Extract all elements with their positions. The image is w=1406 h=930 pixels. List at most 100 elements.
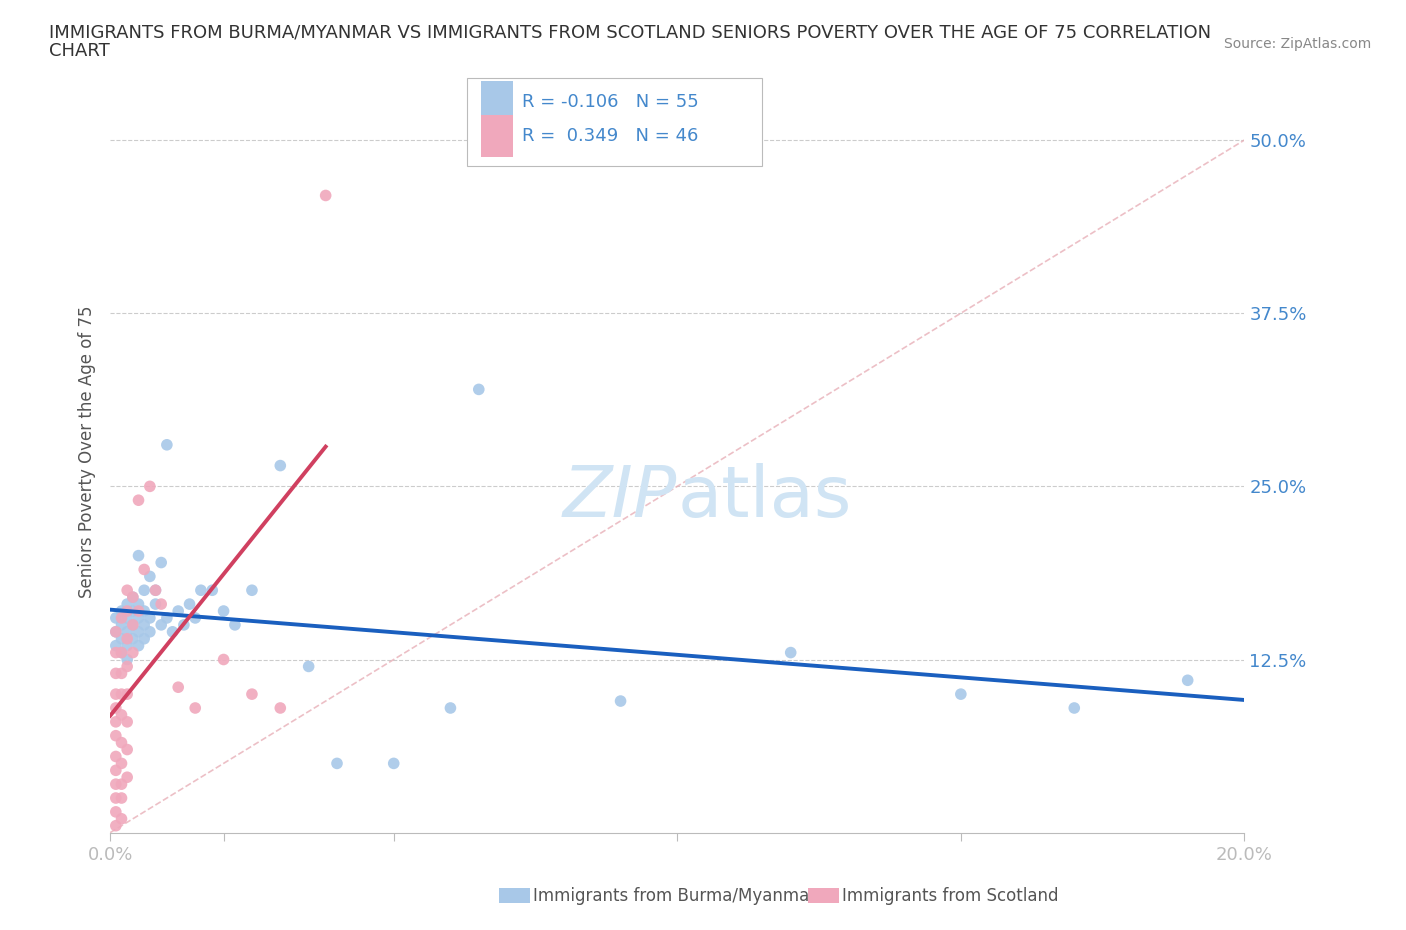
Point — [167, 680, 190, 695]
Point — [110, 604, 132, 618]
Point — [128, 610, 150, 625]
Point — [115, 604, 138, 618]
Bar — [481, 115, 513, 157]
Point — [110, 736, 132, 751]
Point — [104, 700, 127, 715]
Text: CHART: CHART — [49, 42, 110, 60]
Point — [115, 714, 138, 729]
Point — [134, 562, 156, 577]
Text: Immigrants from Scotland: Immigrants from Scotland — [842, 886, 1059, 905]
Point — [104, 624, 127, 639]
Point — [121, 631, 143, 646]
FancyBboxPatch shape — [467, 78, 762, 166]
Point — [121, 590, 143, 604]
Point — [128, 638, 150, 653]
Point — [110, 610, 132, 625]
Point — [121, 618, 143, 632]
Point — [110, 777, 132, 791]
Point — [121, 590, 143, 604]
Point — [128, 548, 150, 563]
Point — [326, 756, 349, 771]
Text: atlas: atlas — [678, 463, 852, 532]
Point — [104, 777, 127, 791]
Point — [104, 645, 127, 660]
Point — [110, 645, 132, 660]
Point — [115, 659, 138, 674]
Point — [104, 818, 127, 833]
Point — [104, 666, 127, 681]
Point — [949, 686, 972, 701]
Text: IMMIGRANTS FROM BURMA/MYANMAR VS IMMIGRANTS FROM SCOTLAND SENIORS POVERTY OVER T: IMMIGRANTS FROM BURMA/MYANMAR VS IMMIGRA… — [49, 23, 1212, 41]
Point — [115, 652, 138, 667]
Point — [121, 604, 143, 618]
Point — [139, 479, 162, 494]
Point — [201, 583, 224, 598]
Point — [115, 631, 138, 646]
Point — [134, 631, 156, 646]
Point — [184, 700, 207, 715]
Point — [115, 624, 138, 639]
Point — [190, 583, 212, 598]
Point — [1177, 672, 1199, 687]
Text: R = -0.106   N = 55: R = -0.106 N = 55 — [522, 93, 699, 111]
Point — [145, 597, 167, 612]
Point — [179, 597, 201, 612]
Point — [269, 458, 291, 473]
Point — [110, 645, 132, 660]
Point — [609, 694, 631, 709]
Point — [224, 618, 246, 632]
Point — [115, 770, 138, 785]
Point — [110, 790, 132, 805]
Point — [104, 728, 127, 743]
Point — [104, 804, 127, 819]
Point — [104, 790, 127, 805]
Point — [298, 659, 321, 674]
Point — [128, 597, 150, 612]
Point — [121, 618, 143, 632]
Point — [139, 610, 162, 625]
Text: Source: ZipAtlas.com: Source: ZipAtlas.com — [1223, 37, 1371, 51]
Point — [468, 382, 491, 397]
Point — [110, 631, 132, 646]
Point — [115, 597, 138, 612]
Point — [104, 714, 127, 729]
Point — [167, 604, 190, 618]
Point — [121, 645, 143, 660]
Point — [110, 618, 132, 632]
Point — [269, 700, 291, 715]
Point — [382, 756, 405, 771]
Point — [134, 604, 156, 618]
Point — [315, 188, 337, 203]
Point — [139, 569, 162, 584]
Point — [145, 583, 167, 598]
Point — [212, 604, 235, 618]
Point — [1063, 700, 1085, 715]
Point — [173, 618, 195, 632]
Point — [104, 686, 127, 701]
Point — [162, 624, 184, 639]
Point — [115, 742, 138, 757]
Text: ZIP: ZIP — [562, 463, 678, 532]
Point — [139, 624, 162, 639]
Point — [104, 624, 127, 639]
Point — [104, 610, 127, 625]
Point — [134, 583, 156, 598]
Point — [439, 700, 461, 715]
Point — [156, 437, 179, 452]
Point — [128, 624, 150, 639]
Point — [156, 610, 179, 625]
Point — [104, 763, 127, 777]
Point — [110, 811, 132, 826]
Point — [240, 583, 263, 598]
Point — [150, 597, 173, 612]
Point — [128, 604, 150, 618]
Point — [150, 555, 173, 570]
Point — [104, 638, 127, 653]
Point — [115, 638, 138, 653]
Point — [115, 686, 138, 701]
Point — [104, 749, 127, 764]
Y-axis label: Seniors Poverty Over the Age of 75: Seniors Poverty Over the Age of 75 — [79, 305, 96, 598]
Bar — [481, 81, 513, 123]
Point — [110, 666, 132, 681]
Point — [115, 583, 138, 598]
